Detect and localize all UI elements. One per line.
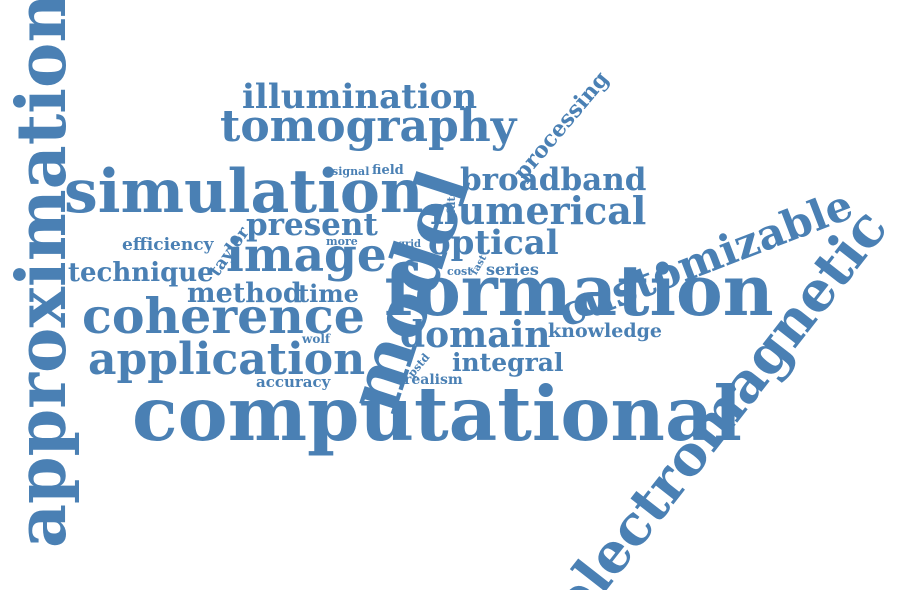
word-tomography: tomography xyxy=(220,101,517,152)
word-series: series xyxy=(486,260,539,279)
word-optical: optical xyxy=(428,223,559,263)
word-approximation: approximation xyxy=(2,0,82,548)
word-fdtd: fdtd xyxy=(445,188,458,214)
word-knowledge: knowledge xyxy=(548,320,662,342)
word-application: application xyxy=(88,334,366,385)
word-method: method xyxy=(187,278,302,309)
word-domain: domain xyxy=(400,314,551,356)
word-numerical: numerical xyxy=(430,188,647,233)
word-time: time xyxy=(298,279,359,308)
word-present: present xyxy=(246,207,378,243)
word-computational: computational xyxy=(132,370,743,458)
word-more: more xyxy=(326,235,358,248)
word-formation: formation xyxy=(384,249,774,332)
word-accuracy: accuracy xyxy=(256,373,331,391)
word-coherence: coherence xyxy=(82,287,365,345)
word-image: image xyxy=(226,228,387,283)
word-field: field xyxy=(372,163,404,178)
word-realism: realism xyxy=(404,372,463,388)
word-technique: technique xyxy=(68,258,214,288)
word-broadband: broadband xyxy=(460,162,647,198)
word-integral: integral xyxy=(452,348,564,377)
word-simulation: simulation xyxy=(64,157,424,227)
word-wolf: wolf xyxy=(302,332,331,346)
word-signal: signal xyxy=(332,165,370,178)
word-illumination: illumination xyxy=(242,77,478,117)
word-grid: grid xyxy=(398,239,422,250)
word-efficiency: efficiency xyxy=(122,235,214,255)
word-cost: cost xyxy=(447,265,473,278)
